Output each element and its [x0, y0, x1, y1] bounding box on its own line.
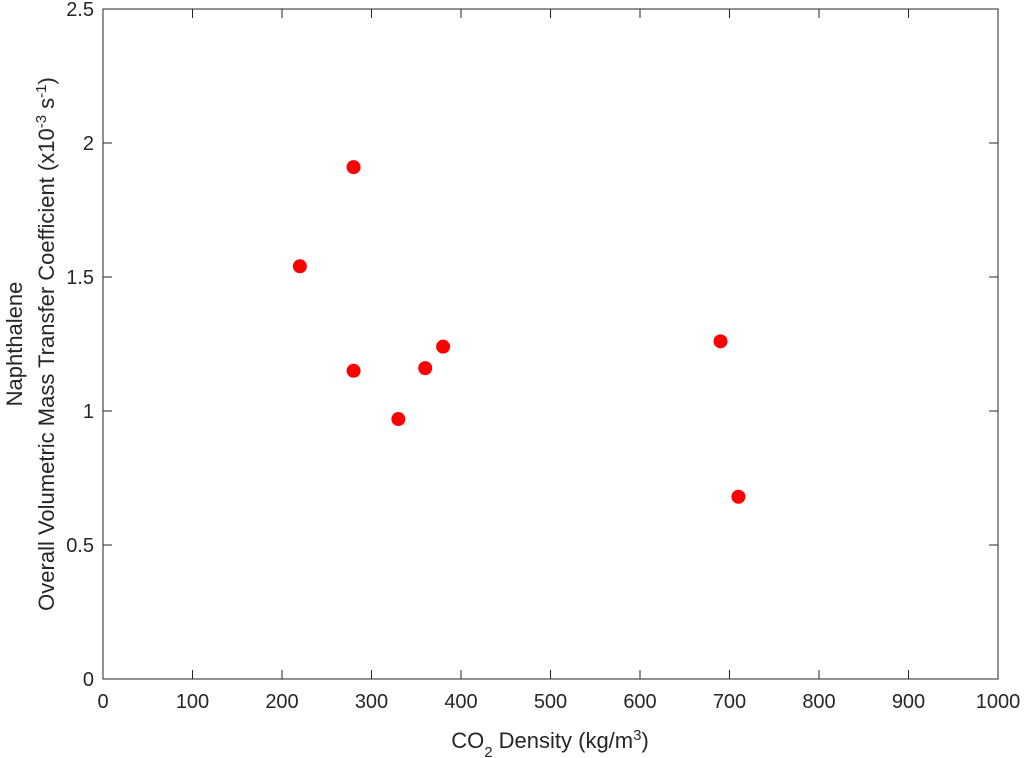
y-tick-label: 1	[83, 401, 94, 423]
data-point	[292, 259, 307, 274]
data-point	[346, 160, 361, 175]
x-tick-label: 600	[623, 691, 656, 713]
y-tick-label: 1.5	[66, 267, 94, 289]
plot-area	[102, 8, 999, 680]
x-tick-label: 500	[534, 691, 567, 713]
y-tick-label: 2.5	[66, 0, 94, 21]
x-tick-label: 300	[355, 691, 388, 713]
axis-ticks: 0 100 200 300 400 500 600 700 800 900 1000 0 0.5 1 1.5…	[66, 0, 1020, 713]
x-tick-label: 100	[176, 691, 209, 713]
x-tick-label: 200	[265, 691, 298, 713]
x-tick-label: 900	[892, 691, 925, 713]
x-tick-label: 800	[802, 691, 835, 713]
data-point	[346, 363, 361, 378]
x-tick-label: 0	[97, 691, 108, 713]
x-tick-label: 700	[713, 691, 746, 713]
y-tick-label: 0.5	[66, 535, 94, 557]
data-point	[418, 361, 433, 376]
data-point	[436, 339, 451, 354]
y-axis-label-line1: Naphthalene	[2, 282, 27, 407]
data-points	[292, 160, 746, 504]
y-axis-label-line2: Overall Volumetric Mass Transfer Coeffic…	[33, 77, 60, 611]
data-point	[713, 334, 728, 349]
y-tick-label: 2	[83, 133, 94, 155]
x-tick-label: 1000	[976, 691, 1021, 713]
x-tick-label: 400	[444, 691, 477, 713]
y-tick-label: 0	[83, 669, 94, 691]
data-point	[731, 489, 746, 504]
data-point	[391, 412, 406, 427]
x-axis-label: CO2 Density (kg/m3)	[451, 727, 649, 758]
